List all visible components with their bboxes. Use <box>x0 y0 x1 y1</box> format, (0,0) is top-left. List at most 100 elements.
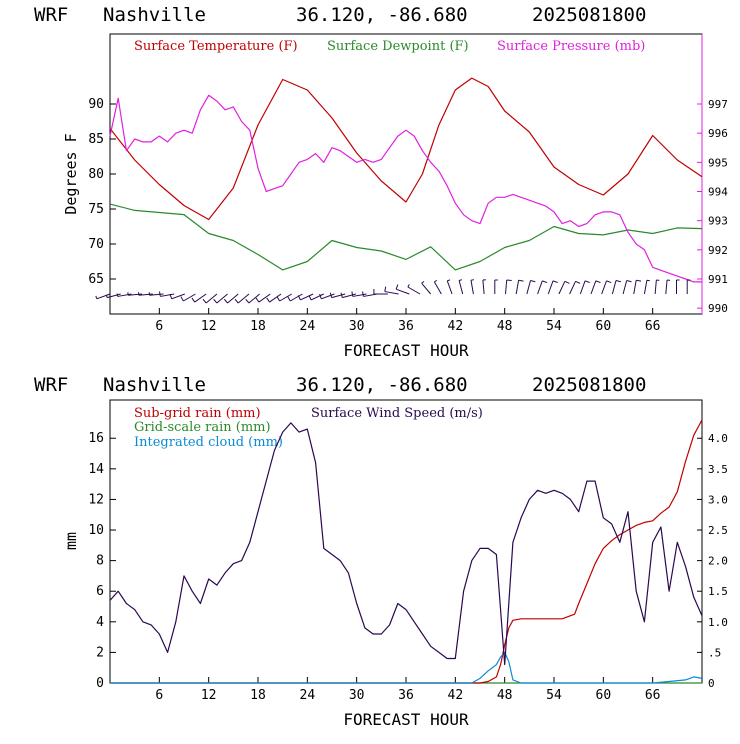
wind-barb <box>666 280 670 294</box>
legend-subgrid-rain: Sub-grid rain (mm) <box>134 406 261 421</box>
x-tick-label: 42 <box>448 688 464 703</box>
legend-surface-dewpoint: Surface Dewpoint (F) <box>327 39 469 54</box>
y-tick-label: 85 <box>88 132 104 147</box>
top-y-axis-label: Degrees F <box>62 133 80 214</box>
top-x-axis-label: FORECAST HOUR <box>343 341 469 360</box>
wind-barbs <box>96 280 690 303</box>
bottom-title-station: Nashville <box>103 374 206 396</box>
legend-surface-temperature: Surface Temperature (F) <box>134 39 298 54</box>
wind-barb <box>422 281 431 294</box>
bottom-title-coords: 36.120, -86.680 <box>296 374 468 396</box>
x-tick-label: 36 <box>398 688 414 703</box>
bottom-panel-title: WRF Nashville 36.120, -86.680 2025081800 <box>34 374 646 396</box>
x-tick-label: 48 <box>497 688 513 703</box>
x-tick-label: 12 <box>201 319 217 334</box>
y2-tick-label: 994 <box>708 186 728 199</box>
x-tick-label: 42 <box>448 319 464 334</box>
wind-barb <box>538 281 547 294</box>
subgrid-rain-line <box>110 420 702 683</box>
x-tick-label: 54 <box>546 688 562 703</box>
top-series <box>110 78 702 282</box>
bottom-y-axis-label: mm <box>62 532 80 550</box>
y-tick-label: 16 <box>88 431 104 446</box>
top-panel-title: WRF Nashville 36.120, -86.680 2025081800 <box>34 4 646 26</box>
y-tick-label: 8 <box>96 554 104 569</box>
wind-barb <box>570 281 580 294</box>
top-plot-frame <box>110 34 702 314</box>
wind-barb <box>408 284 420 294</box>
legend-surface-pressure: Surface Pressure (mb) <box>497 39 645 54</box>
y-tick-label: 2 <box>96 645 104 660</box>
legend-integrated-cloud: Integrated cloud (mm) <box>134 435 283 450</box>
wind-barb <box>591 281 600 294</box>
y2-tick-label: 4.0 <box>708 432 728 445</box>
y2-tick-label: 2.0 <box>708 555 728 568</box>
y2-tick-label: 997 <box>708 98 728 111</box>
x-tick-label: 24 <box>300 319 316 334</box>
y-tick-label: 12 <box>88 492 104 507</box>
y2-tick-label: 3.0 <box>708 493 728 506</box>
y-tick-label: 6 <box>96 584 104 599</box>
wind-barb <box>505 280 511 294</box>
wind-barb <box>96 294 110 299</box>
y2-tick-label: 991 <box>708 273 728 286</box>
wind-barb <box>459 280 463 294</box>
wind-barb <box>602 281 611 294</box>
wind-barb <box>471 280 474 294</box>
x-tick-label: 66 <box>645 688 661 703</box>
x-tick-label: 18 <box>250 319 266 334</box>
wind-barb <box>634 280 641 294</box>
bottom-title-model: WRF <box>34 374 68 396</box>
legend-surface-wind-speed: Surface Wind Speed (m/s) <box>311 406 483 421</box>
y2-tick-label: 995 <box>708 156 728 169</box>
x-tick-label: 54 <box>546 319 562 334</box>
x-tick-label: 30 <box>349 319 365 334</box>
wind-barb <box>548 281 557 294</box>
top-title-station: Nashville <box>103 4 206 26</box>
x-tick-label: 6 <box>155 319 163 334</box>
y2-tick-label: 0 <box>708 677 715 690</box>
bottom-legend: Sub-grid rain (mm) Grid-scale rain (mm) … <box>134 406 483 450</box>
bottom-x-axis-label: FORECAST HOUR <box>343 710 469 729</box>
top-title-run: 2025081800 <box>532 4 646 26</box>
wind-barb <box>644 280 649 294</box>
y2-tick-label: 1.5 <box>708 585 728 598</box>
wind-barb <box>527 280 535 294</box>
wind-barb <box>434 280 441 294</box>
wind-barb <box>580 281 589 294</box>
wind-barb <box>341 293 356 298</box>
y2-tick-label: .5 <box>708 646 721 659</box>
wind-barb <box>516 280 523 294</box>
y-tick-label: 14 <box>88 462 104 477</box>
y-tick-label: 70 <box>88 237 104 252</box>
wind-barb <box>396 285 409 294</box>
x-tick-label: 12 <box>201 688 217 703</box>
wind-barb <box>677 280 680 294</box>
legend-gridscale-rain: Grid-scale rain (mm) <box>134 420 271 435</box>
top-title-coords: 36.120, -86.680 <box>296 4 468 26</box>
wind-barb <box>447 280 452 294</box>
wind-speed-line <box>110 423 702 665</box>
y2-tick-label: 3.5 <box>708 463 728 476</box>
wind-barb <box>687 280 690 294</box>
x-tick-label: 36 <box>398 319 414 334</box>
wind-barb <box>483 280 486 294</box>
wind-barb <box>623 280 631 294</box>
y2-tick-label: 992 <box>708 244 728 257</box>
y-tick-label: 4 <box>96 615 104 630</box>
y-tick-label: 75 <box>88 202 104 217</box>
y-tick-label: 65 <box>88 272 104 287</box>
wind-barb <box>559 281 569 294</box>
top-legend: Surface Temperature (F) Surface Dewpoint… <box>134 39 645 54</box>
x-tick-label: 30 <box>349 688 365 703</box>
y2-tick-label: 996 <box>708 127 728 140</box>
x-tick-label: 18 <box>250 688 266 703</box>
x-tick-label: 24 <box>300 688 316 703</box>
wind-barb <box>612 280 620 294</box>
y2-tick-label: 990 <box>708 302 728 315</box>
x-tick-label: 48 <box>497 319 513 334</box>
